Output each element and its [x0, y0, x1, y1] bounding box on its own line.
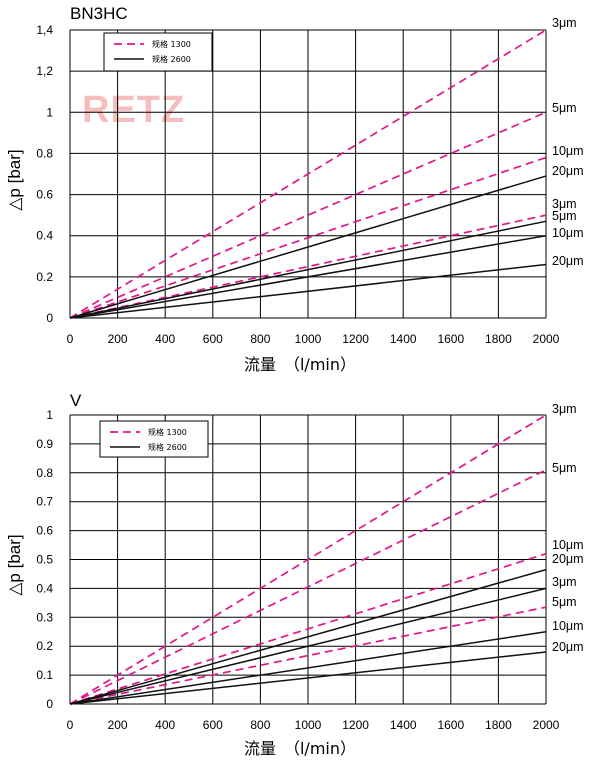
watermark-logo: RETZ [82, 89, 185, 131]
x-tick-label: 2000 [533, 718, 560, 732]
legend-label: 规格 1300 [152, 39, 191, 49]
legend-frame [103, 32, 213, 72]
y-tick-label: 0.3 [36, 610, 53, 624]
y-tick-label: 0.9 [36, 437, 53, 451]
y-tick-label: 0 [46, 311, 53, 325]
y-tick-label: 1,4 [36, 23, 53, 37]
y-tick-label: 0.2 [36, 270, 53, 284]
series-label-3um: 3μm [552, 402, 577, 416]
y-tick-label: 0.4 [36, 581, 53, 595]
x-tick-label: 1800 [485, 332, 512, 346]
y-tick-label: 1,2 [36, 64, 53, 78]
legend-box: 规格 1300 规格 2600 [99, 420, 209, 458]
series-label-5um: 5μm [552, 101, 577, 115]
legend-label: 规格 2600 [152, 54, 191, 64]
chart-bn3hc: RETZ 0 200 400 600 800 1000 1200 1400 1600 1800 200… [5, 4, 584, 374]
y-tick-label: 0.8 [36, 146, 53, 160]
series-label-20um: 20μm [552, 640, 584, 654]
x-tick-label: 1400 [390, 718, 417, 732]
x-tick-label: 1400 [390, 332, 417, 346]
series-label-20um: 20μm [552, 552, 584, 566]
x-tick-label: 2000 [533, 332, 560, 346]
series-label-10um: 10μm [552, 619, 584, 633]
series-label-3um: 3μm [552, 16, 577, 30]
series-1300-5um-line [69, 111, 547, 319]
chart-title: BN3HC [70, 4, 128, 23]
x-axis-label: 流量 （l/min） [244, 739, 356, 758]
legend-label: 规格 2600 [148, 442, 187, 452]
series-label-5um: 5μm [552, 461, 577, 475]
x-tick-label: 600 [203, 718, 223, 732]
x-tick-label: 1600 [437, 718, 464, 732]
series-1300-20um-line [69, 214, 547, 319]
y-tick-label: 1 [46, 408, 53, 422]
x-tick-label: 600 [203, 332, 223, 346]
series-1300-3um-line [69, 414, 547, 705]
x-tick-label: 200 [108, 718, 128, 732]
series-label-3um: 3μm [552, 575, 577, 589]
series-label-20um: 20μm [552, 164, 584, 178]
x-tick-label: 0 [67, 718, 74, 732]
legend-frame [99, 420, 209, 458]
series-2600-3um-line [69, 175, 547, 319]
series-1300-5um-line [69, 469, 547, 705]
x-axis-label: 流量 （l/min） [244, 355, 356, 374]
series-label-5um: 5μm [552, 209, 577, 223]
series-label-10um: 10μm [552, 538, 584, 552]
series-2600-10um-line [69, 631, 547, 705]
x-tick-label: 0 [67, 332, 74, 346]
legend-box: 规格 1300 规格 2600 [103, 32, 213, 72]
y-tick-label: 0.1 [36, 668, 53, 682]
y-tick-label: 0.2 [36, 639, 53, 653]
y-tick-label: 1 [46, 105, 53, 119]
y-tick-label: 0.7 [36, 495, 53, 509]
y-tick-label: 0.4 [36, 229, 53, 243]
series-2600-10um-line [69, 234, 547, 319]
y-tick-label: 0.6 [36, 524, 53, 538]
x-tick-label: 800 [250, 718, 270, 732]
series-2600-5um-line [69, 220, 547, 319]
series-2600-5um-line [69, 587, 547, 705]
x-tick-label: 1000 [295, 718, 322, 732]
chart-v: 0 200 400 600 800 1000 1200 1400 1600 1800 2000 0 0.… [5, 391, 584, 758]
x-tick-label: 400 [155, 332, 175, 346]
series-2600-3um-line [69, 568, 547, 705]
y-axis-label: △p [bar] [5, 534, 24, 595]
x-tick-label: 400 [155, 718, 175, 732]
series-1300-3um-line [69, 29, 547, 319]
series-label-3um: 3μm [552, 197, 577, 211]
y-tick-label: 0.5 [36, 553, 53, 567]
series-label-10um: 10μm [552, 144, 584, 158]
y-axis-label: △p [bar] [5, 149, 24, 210]
x-tick-label: 1800 [485, 718, 512, 732]
y-tick-label: 0.8 [36, 466, 53, 480]
x-tick-label: 1200 [342, 332, 369, 346]
y-tick-label: 0.6 [36, 188, 53, 202]
x-tick-label: 200 [108, 332, 128, 346]
x-tick-label: 1000 [295, 332, 322, 346]
y-tick-label: 0 [46, 697, 53, 711]
series-2600-20um-line [69, 263, 547, 319]
series-label-20um: 20μm [552, 254, 584, 268]
chart-title: V [70, 391, 82, 410]
series-1300-10um-line [69, 552, 547, 705]
series-label-10um: 10μm [552, 226, 584, 240]
x-tick-label: 800 [250, 332, 270, 346]
series-1300-10um-line [69, 156, 547, 319]
series-label-5um: 5μm [552, 595, 577, 609]
x-tick-label: 1200 [342, 718, 369, 732]
series-1300-20um-line [69, 606, 547, 705]
legend-label: 规格 1300 [148, 427, 187, 437]
x-tick-label: 1600 [437, 332, 464, 346]
series-2600-20um-line [69, 651, 547, 705]
